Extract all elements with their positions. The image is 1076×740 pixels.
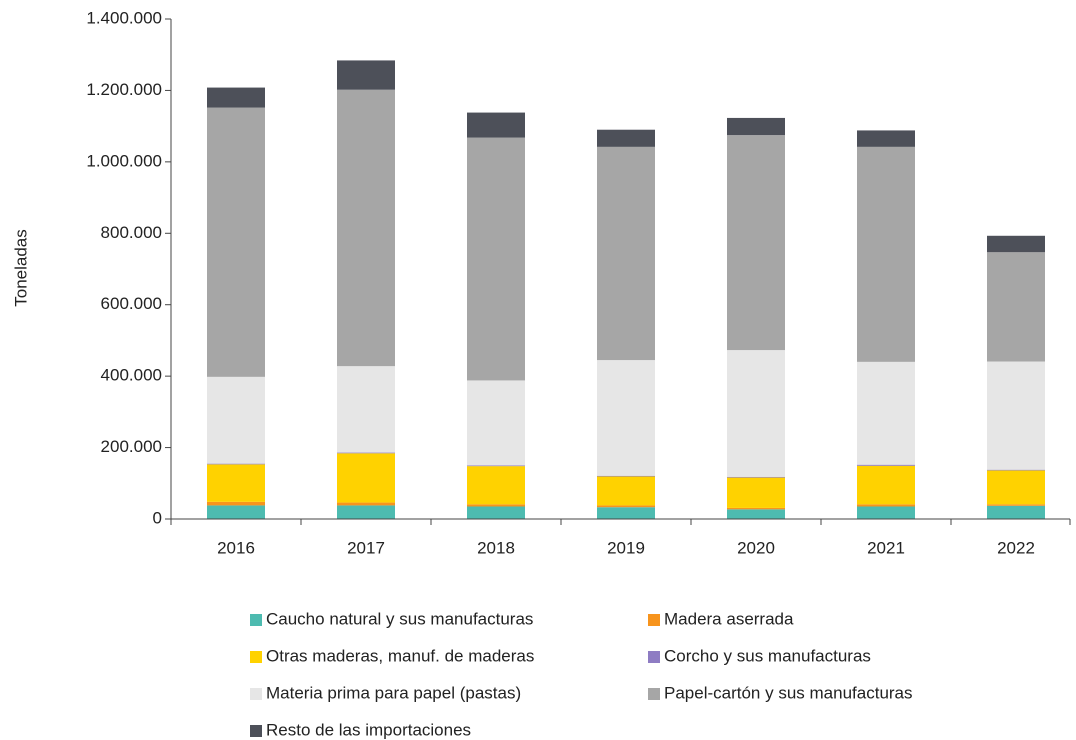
bar-segment (987, 235, 1045, 253)
bar-segment (987, 361, 1045, 470)
bar-segment (987, 505, 1045, 519)
y-axis-label: Toneladas (11, 229, 30, 307)
y-tick-label: 600.000 (101, 294, 162, 313)
bar-segment (597, 505, 655, 508)
legend-label: Otras maderas, manuf. de maderas (266, 646, 534, 665)
bar-segment (337, 505, 395, 519)
bar-segment (727, 117, 785, 136)
legend-label: Materia prima para papel (pastas) (266, 683, 521, 702)
bar-segment (207, 87, 265, 108)
legend-label: Papel-cartón y sus manufacturas (664, 683, 913, 702)
y-tick-label: 200.000 (101, 437, 162, 456)
bar-segment (467, 504, 525, 507)
bar-segment (597, 129, 655, 147)
bar-segment (337, 502, 395, 506)
bar-segment (467, 506, 525, 519)
bar-segment (207, 376, 265, 464)
bar-segment (597, 475, 655, 477)
y-tick-label: 800.000 (101, 223, 162, 242)
legend-label: Caucho natural y sus manufacturas (266, 609, 533, 628)
bar-segment (337, 60, 395, 90)
y-tick-label: 1.000.000 (86, 151, 162, 170)
bar-segment (597, 476, 655, 506)
bar-segment (727, 135, 785, 351)
bar-segment (467, 112, 525, 138)
bar-segment (467, 380, 525, 466)
bar-segment (727, 507, 785, 510)
legend-swatch (250, 725, 262, 737)
bar-segment (207, 463, 265, 465)
bar-segment (467, 466, 525, 505)
y-tick-label: 1.400.000 (86, 8, 162, 27)
bar-segment (207, 505, 265, 519)
y-tick-label: 1.200.000 (86, 80, 162, 99)
bar-segment (727, 476, 785, 478)
x-tick-label: 2021 (867, 538, 905, 557)
bar-segment (207, 464, 265, 502)
bar-segment (337, 452, 395, 454)
x-tick-label: 2019 (607, 538, 645, 557)
legend-label: Resto de las importaciones (266, 720, 471, 739)
bar-segment (467, 465, 525, 467)
legend-swatch (250, 688, 262, 700)
legend-swatch (648, 614, 660, 626)
bar-segment (337, 366, 395, 453)
legend-swatch (648, 688, 660, 700)
legend-label: Madera aserrada (664, 609, 794, 628)
bar-segment (207, 501, 265, 506)
bar-segment (467, 137, 525, 381)
x-tick-label: 2022 (997, 538, 1035, 557)
legend-swatch (648, 651, 660, 663)
bar-segment (337, 89, 395, 367)
x-tick-label: 2018 (477, 538, 515, 557)
bar-segment (597, 360, 655, 476)
x-tick-label: 2020 (737, 538, 775, 557)
legend-swatch (250, 614, 262, 626)
bar-segment (727, 350, 785, 477)
bar-segment (727, 509, 785, 519)
legend-label: Corcho y sus manufacturas (664, 646, 871, 665)
bar-segment (857, 130, 915, 147)
x-tick-label: 2016 (217, 538, 255, 557)
bar-segment (857, 464, 915, 466)
bar-segment (987, 469, 1045, 471)
bar-segment (337, 453, 395, 503)
bar-segment (597, 507, 655, 519)
y-tick-label: 0 (153, 508, 162, 527)
legend-swatch (250, 651, 262, 663)
x-tick-label: 2017 (347, 538, 385, 557)
bar-segment (857, 504, 915, 507)
y-tick-label: 400.000 (101, 366, 162, 385)
bar-segment (987, 252, 1045, 362)
bar-segment (987, 504, 1045, 506)
bar-segment (207, 107, 265, 377)
bar-segment (857, 506, 915, 519)
bar-segment (857, 465, 915, 505)
bar-segment (597, 146, 655, 361)
bar-segment (857, 146, 915, 362)
bar-segment (987, 470, 1045, 505)
bar-segment (727, 477, 785, 508)
bar-segment (857, 361, 915, 465)
